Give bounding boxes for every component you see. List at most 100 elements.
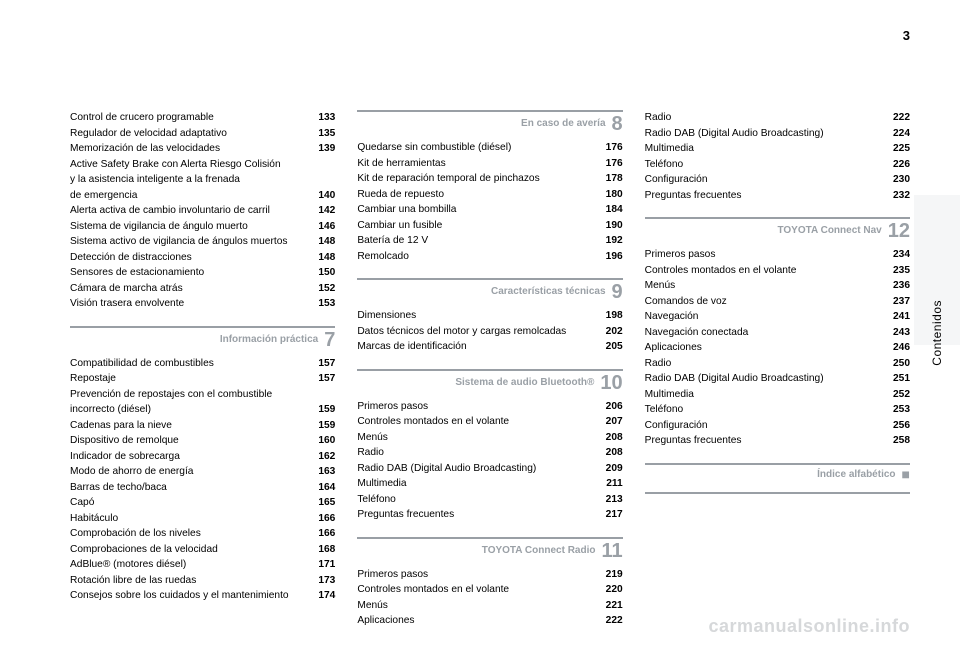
toc-entry-page: 236 — [882, 278, 910, 294]
toc-entry-page: 250 — [882, 356, 910, 372]
toc-entry-label: AdBlue® (motores diésel) — [70, 557, 307, 573]
toc-entry-page: 235 — [882, 263, 910, 279]
toc-entry-label: Dimensiones — [357, 308, 594, 324]
toc-entry-page: 166 — [307, 511, 335, 527]
toc-entry-label: Control de crucero programable — [70, 110, 307, 126]
toc-entry: Radio208 — [357, 445, 622, 461]
section-heading: Características técnicas9 — [357, 278, 622, 302]
toc-entry-page: 252 — [882, 387, 910, 403]
toc-entry: Alerta activa de cambio involuntario de … — [70, 203, 335, 219]
toc-entry-label: Preguntas frecuentes — [357, 507, 594, 523]
toc-entry-page: 222 — [882, 110, 910, 126]
toc-entry-page: 168 — [307, 542, 335, 558]
toc-entry: Comandos de voz237 — [645, 294, 910, 310]
toc-entry: Sistema de vigilancia de ángulo muerto14… — [70, 219, 335, 235]
toc-entry: Remolcado196 — [357, 249, 622, 265]
toc-entry-label: Aplicaciones — [645, 340, 882, 356]
toc-entry: Multimedia211 — [357, 476, 622, 492]
toc-entry: Active Safety Brake con Alerta Riesgo Co… — [70, 157, 335, 173]
toc-column: Radio222Radio DAB (Digital Audio Broadca… — [645, 110, 910, 619]
toc-entry: Regulador de velocidad adaptativo135 — [70, 126, 335, 142]
toc-entry-label: Teléfono — [645, 157, 882, 173]
toc-entry: Repostaje157 — [70, 371, 335, 387]
toc-entry: Sistema activo de vigilancia de ángulos … — [70, 234, 335, 250]
toc-entry: Aplicaciones222 — [357, 613, 622, 629]
toc-entry-page: 180 — [595, 187, 623, 203]
toc-entry: de emergencia140 — [70, 188, 335, 204]
toc-entry-page: 208 — [595, 430, 623, 446]
section-title: Características técnicas — [491, 284, 606, 300]
toc-entry: Teléfono226 — [645, 157, 910, 173]
toc-entry-page: 221 — [595, 598, 623, 614]
toc-entry-label: Configuración — [645, 418, 882, 434]
toc-entry-page: 163 — [307, 464, 335, 480]
toc-entry-label: Preguntas frecuentes — [645, 188, 882, 204]
toc-entry-page: 135 — [307, 126, 335, 142]
watermark: carmanualsonline.info — [708, 616, 910, 637]
section-heading: Información práctica7 — [70, 326, 335, 350]
toc-entry-page: 157 — [307, 356, 335, 372]
toc-entry-label: Radio — [645, 110, 882, 126]
toc-entry-label: Batería de 12 V — [357, 233, 594, 249]
toc-entry: Preguntas frecuentes217 — [357, 507, 622, 523]
toc-entry: Radio DAB (Digital Audio Broadcasting)22… — [645, 126, 910, 142]
toc-entry: Navegación conectada243 — [645, 325, 910, 341]
toc-entry: Multimedia225 — [645, 141, 910, 157]
toc-entry-label: Sensores de estacionamiento — [70, 265, 307, 281]
toc-entry-label: Primeros pasos — [357, 567, 594, 583]
section-heading: TOYOTA Connect Nav12 — [645, 217, 910, 241]
toc-entry-page: 176 — [595, 156, 623, 172]
toc-entry-page: 198 — [595, 308, 623, 324]
toc-entry-page: 174 — [307, 588, 335, 604]
toc-entry-label: Habitáculo — [70, 511, 307, 527]
toc-entry: Preguntas frecuentes258 — [645, 433, 910, 449]
toc-entry: Cámara de marcha atrás152 — [70, 281, 335, 297]
toc-entry-page: 178 — [595, 171, 623, 187]
toc-entry-page: 209 — [595, 461, 623, 477]
toc-entry: Visión trasera envolvente153 — [70, 296, 335, 312]
toc-entry-page: 159 — [307, 402, 335, 418]
toc-entry-page: 219 — [595, 567, 623, 583]
toc-entry-label: Active Safety Brake con Alerta Riesgo Co… — [70, 157, 307, 173]
toc-entry-label: Sistema activo de vigilancia de ángulos … — [70, 234, 307, 250]
toc-entry-page: 258 — [882, 433, 910, 449]
toc-entry-page: 164 — [307, 480, 335, 496]
toc-entry-page: 217 — [595, 507, 623, 523]
section-heading: Índice alfabético ■ — [645, 463, 910, 483]
toc-entry: Teléfono253 — [645, 402, 910, 418]
toc-entry: Control de crucero programable133 — [70, 110, 335, 126]
toc-entry: Barras de techo/baca164 — [70, 480, 335, 496]
section-title: En caso de avería — [521, 116, 606, 132]
toc-entry-page: 237 — [882, 294, 910, 310]
toc-entry-page: 251 — [882, 371, 910, 387]
toc-entry-label: incorrecto (diésel) — [70, 402, 307, 418]
toc-entry: Controles montados en el volante220 — [357, 582, 622, 598]
toc-entry-page: 241 — [882, 309, 910, 325]
toc-entry-page: 176 — [595, 140, 623, 156]
section-number: 12 — [888, 221, 910, 241]
toc-entry-label: Preguntas frecuentes — [645, 433, 882, 449]
toc-entry: Capó165 — [70, 495, 335, 511]
toc-entry-page: 225 — [882, 141, 910, 157]
toc-entry: Modo de ahorro de energía163 — [70, 464, 335, 480]
section-number: ■ — [902, 467, 910, 483]
section-number: 7 — [324, 330, 335, 350]
toc-column: En caso de avería8Quedarse sin combustib… — [357, 110, 622, 619]
toc-entry: Menús208 — [357, 430, 622, 446]
toc-entry: Dispositivo de remolque160 — [70, 433, 335, 449]
toc-entry-page: 133 — [307, 110, 335, 126]
section-title: Índice alfabético — [817, 467, 895, 483]
toc-entry-label: Repostaje — [70, 371, 307, 387]
toc-entry: Dimensiones198 — [357, 308, 622, 324]
toc-entry-label: Visión trasera envolvente — [70, 296, 307, 312]
toc-entry-page: 246 — [882, 340, 910, 356]
toc-entry-page: 243 — [882, 325, 910, 341]
toc-entry-page: 253 — [882, 402, 910, 418]
toc-entry-label: Marcas de identificación — [357, 339, 594, 355]
toc-column: Control de crucero programable133Regulad… — [70, 110, 335, 619]
toc-entry-label: Regulador de velocidad adaptativo — [70, 126, 307, 142]
toc-entry-page: 256 — [882, 418, 910, 434]
toc-entry-label: Multimedia — [357, 476, 594, 492]
toc-entry-label: Comprobación de los niveles — [70, 526, 307, 542]
toc-entry: Habitáculo166 — [70, 511, 335, 527]
